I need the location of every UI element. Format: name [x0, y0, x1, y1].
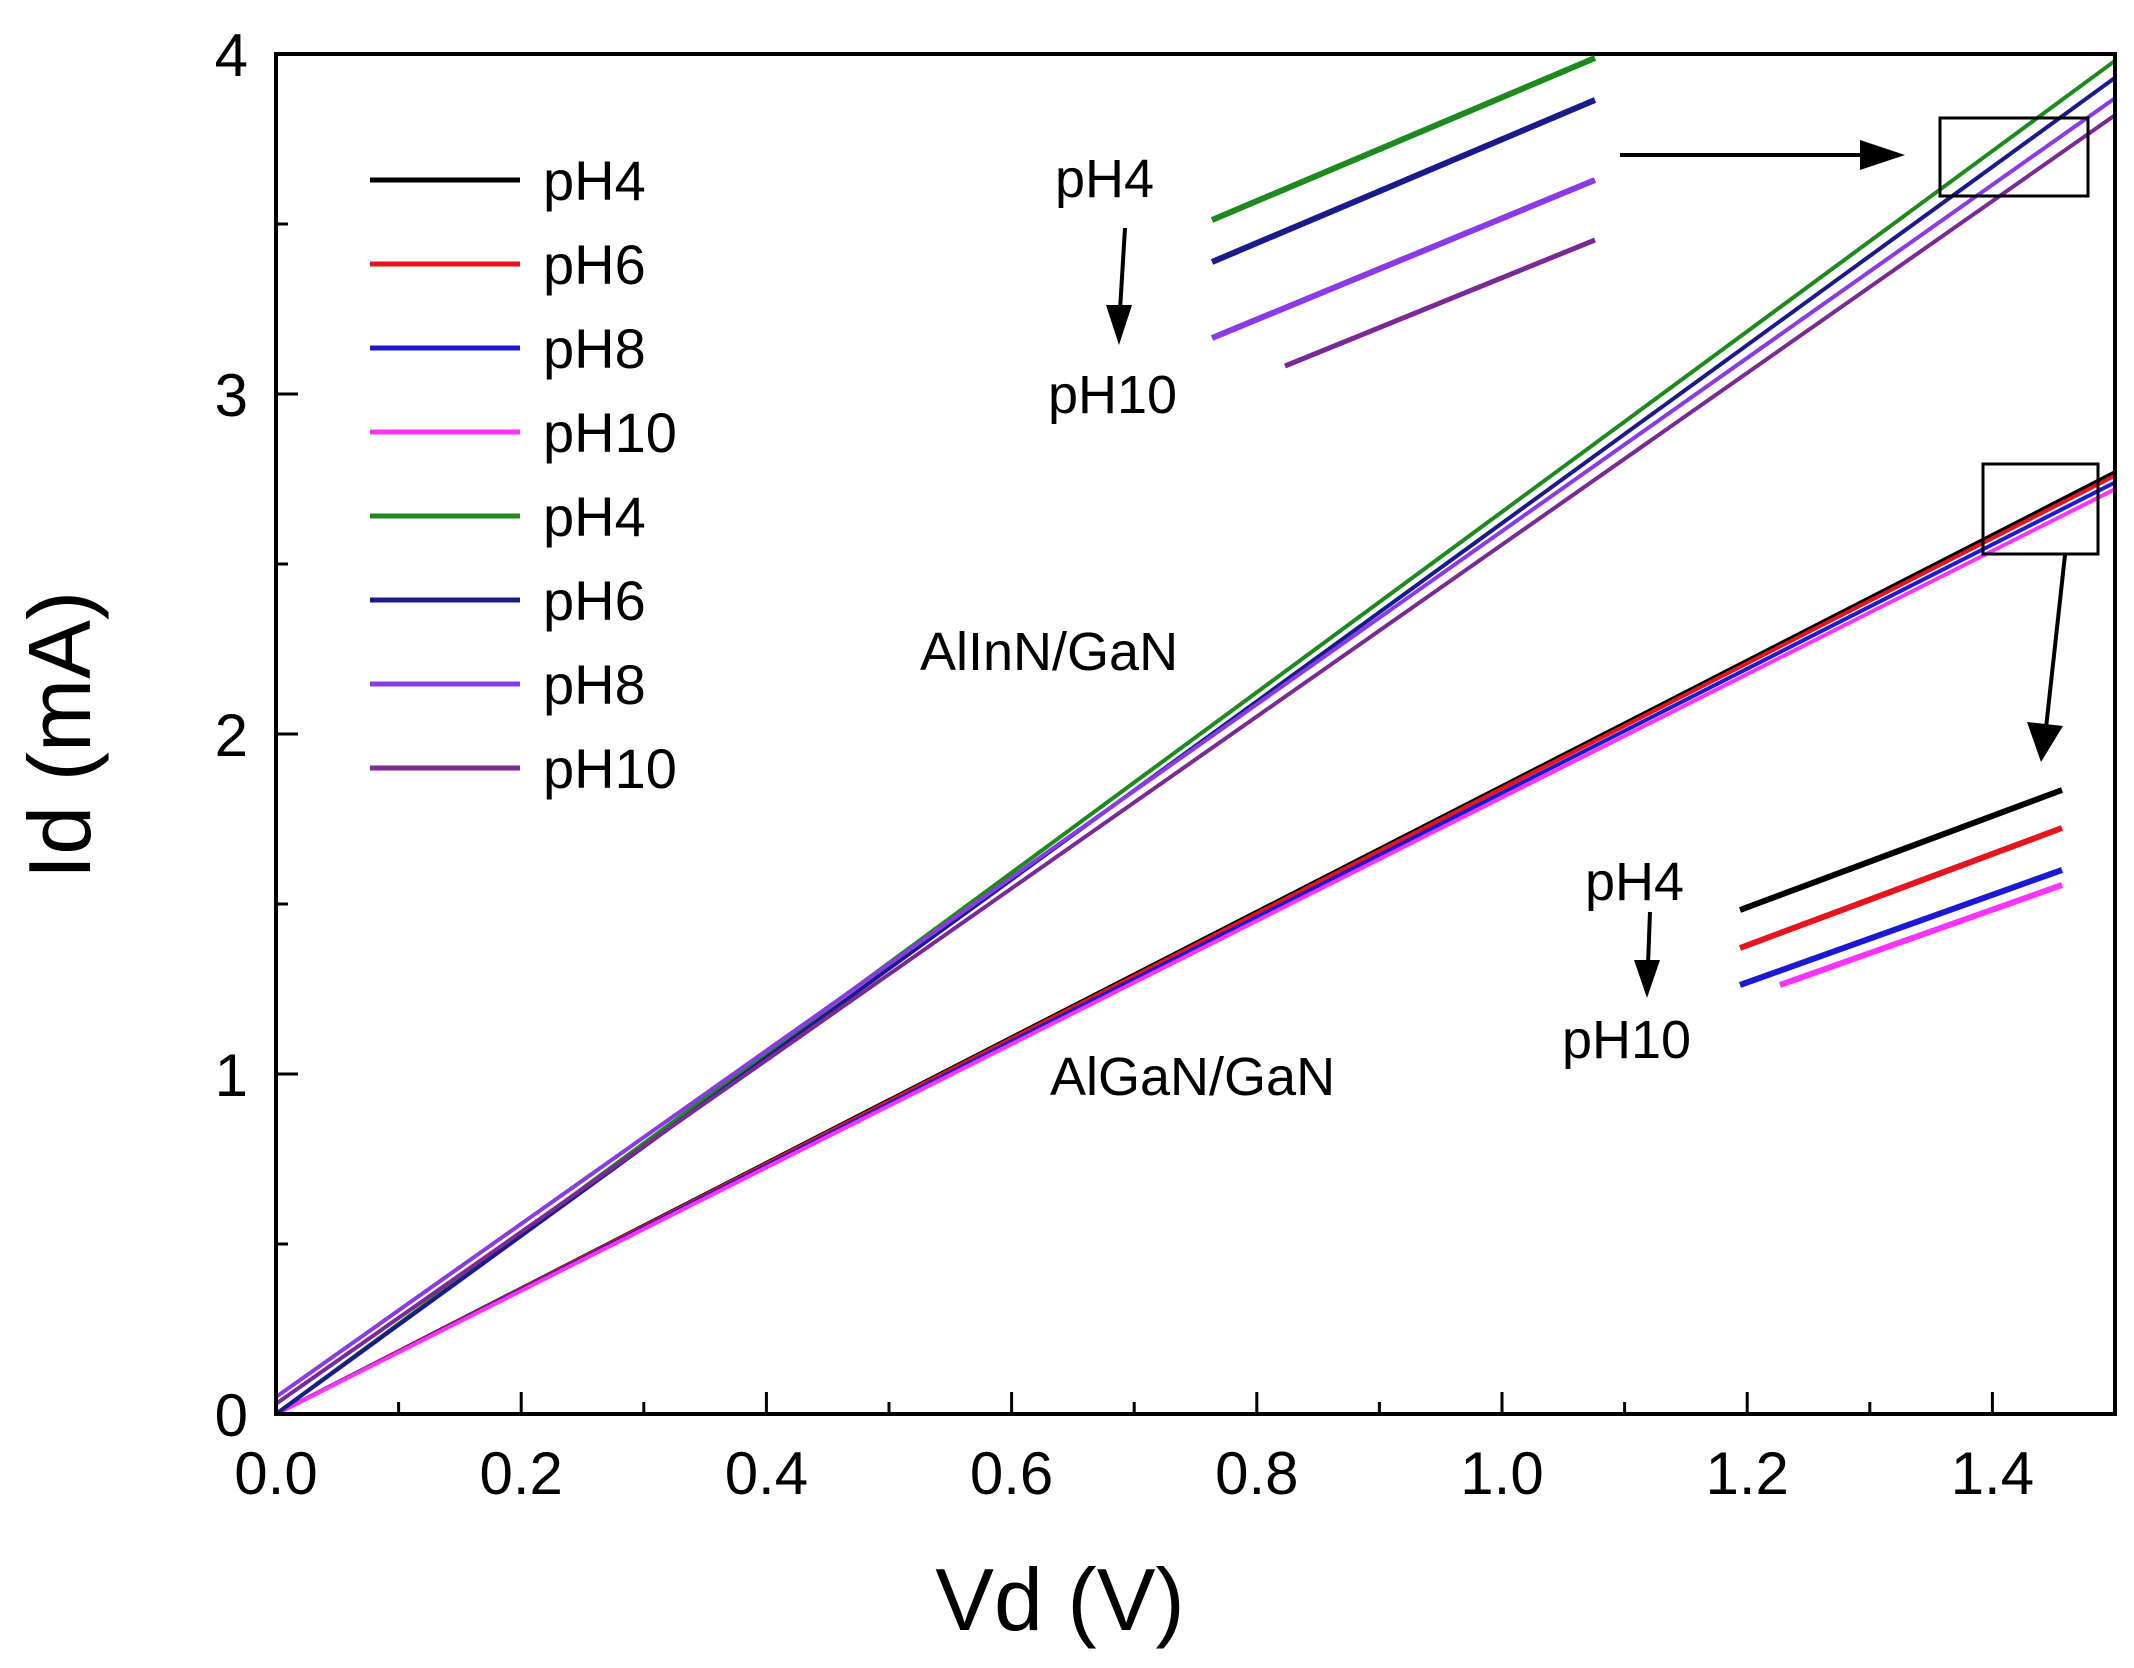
inset-top-line-ph6 — [1210, 97, 1597, 265]
legend-label: pH10 — [543, 737, 677, 800]
inset-top-start-label: pH4 — [1055, 149, 1154, 209]
zoom-arrow-bottom-head — [2027, 722, 2063, 762]
inset-bottom-start-label: pH4 — [1585, 852, 1684, 912]
inset-top-line-ph8 — [1210, 177, 1597, 341]
inset-bottom-line-ph4 — [1738, 787, 2064, 913]
series-line-4-ph10 — [275, 487, 2116, 1416]
legend-label: pH10 — [543, 401, 677, 464]
x-tick-label: 0.8 — [1215, 1440, 1298, 1507]
y-axis-ticks: 0 1 2 3 4 — [215, 22, 298, 1449]
x-tick-label: 1.2 — [1705, 1440, 1788, 1507]
legend-label: pH8 — [543, 653, 646, 716]
inset-top-line-ph4 — [1210, 55, 1597, 223]
legend-label: pH4 — [543, 485, 646, 548]
y-tick-label: 3 — [215, 362, 248, 429]
zoom-arrow-top-head — [1860, 140, 1905, 170]
legend-label: pH6 — [543, 569, 646, 632]
inset-bottom: pH4 pH10 — [1562, 787, 2064, 1070]
inset-top-line-ph10 — [1284, 237, 1596, 369]
x-tick-label: 0.6 — [970, 1440, 1053, 1507]
x-tick-label: 0.4 — [725, 1440, 808, 1507]
x-tick-label: 0.2 — [479, 1440, 562, 1507]
legend: pH4 pH6 pH8 pH10 pH4 pH6 pH8 pH10 — [370, 149, 677, 800]
inset-bottom-line-ph10 — [1778, 882, 2064, 988]
zoom-arrow-bottom — [2044, 554, 2067, 729]
inset-bottom-line-ph6 — [1738, 825, 2064, 951]
inset-top-arrow — [1118, 227, 1127, 311]
inset-bottom-end-label: pH10 — [1562, 1010, 1691, 1070]
legend-label: pH8 — [543, 317, 646, 380]
series-line-8-ph10 — [274, 113, 2117, 1406]
legend-label: pH6 — [543, 233, 646, 296]
y-tick-label: 2 — [215, 702, 248, 769]
inset-top-arrow-head — [1106, 305, 1132, 345]
x-tick-label: 1.0 — [1460, 1440, 1543, 1507]
x-tick-label: 1.4 — [1951, 1440, 2034, 1507]
zoom-box-bottom — [1981, 462, 2100, 556]
series-layer — [274, 59, 2117, 1416]
series-line-7-ph8 — [274, 96, 2117, 1399]
zoom-box-top — [1938, 116, 2090, 198]
x-tick-label: 0.0 — [234, 1440, 317, 1507]
alinn-gan-label: AlInN/GaN — [920, 622, 1178, 682]
y-tick-label: 4 — [215, 22, 248, 89]
y-tick-label: 1 — [215, 1042, 248, 1109]
inset-bottom-arrow-head — [1634, 960, 1660, 998]
x-axis-ticks: 0.0 0.2 0.4 0.6 0.8 1.0 1.2 1.4 — [234, 1392, 2034, 1507]
inset-top: pH4 pH10 — [1048, 55, 1597, 425]
algan-gan-label: AlGaN/GaN — [1050, 1047, 1335, 1107]
inset-bottom-arrow — [1646, 911, 1652, 966]
y-tick-label: 0 — [215, 1382, 248, 1449]
legend-label: pH4 — [543, 149, 646, 212]
inset-bottom-line-ph8 — [1738, 867, 2064, 988]
x-axis-title: Vd (V) — [935, 1550, 1184, 1649]
y-axis-title: Id (mA) — [10, 591, 109, 879]
inset-top-end-label: pH10 — [1048, 365, 1177, 425]
